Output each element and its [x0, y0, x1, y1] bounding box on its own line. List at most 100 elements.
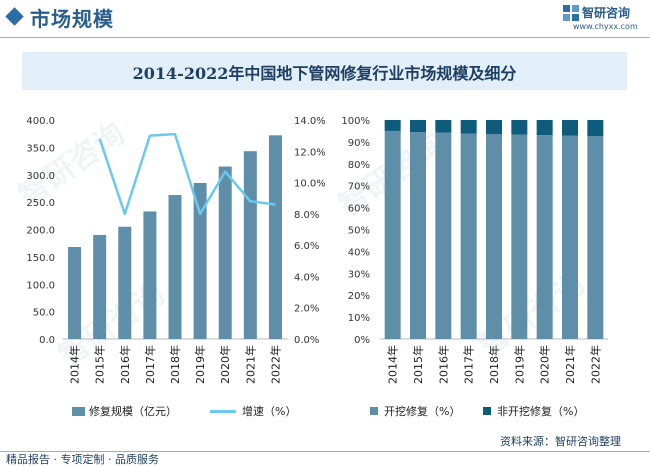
x-tick: 2022年: [588, 345, 602, 384]
bar: [118, 226, 132, 339]
x-tick: 2019年: [512, 345, 526, 384]
legend-bar: 修复规模（亿元）: [72, 403, 177, 419]
logo-url: www.chyxx.com: [573, 22, 638, 31]
y-right-tick: 4.0%: [294, 272, 319, 283]
y-right-tick: 6.0%: [294, 241, 319, 252]
y-tick: 70%: [348, 182, 370, 193]
footer-divider: [0, 451, 650, 452]
x-tick: 2020年: [218, 345, 232, 384]
bar-open-cut: [587, 136, 604, 339]
bar: [193, 182, 207, 339]
y-right-tick: 12.0%: [294, 147, 325, 158]
bar: [143, 211, 157, 339]
bar-open-cut: [562, 135, 578, 339]
x-tick: 2014年: [386, 345, 400, 384]
bar-open-cut: [486, 134, 502, 339]
chart-market-size: 0.0 50.0 100.0 150.0 200.0 250.0 300.0 350.0 400…: [26, 116, 325, 384]
y-left-tick: 150.0: [26, 253, 55, 264]
y-right-tick: 8.0%: [294, 210, 319, 221]
x-tick: 2021年: [563, 345, 577, 384]
logo-name: 智研咨询: [582, 6, 631, 20]
bar-open-cut: [460, 133, 477, 339]
bar-trenchless: [384, 120, 401, 131]
x-tick: 2019年: [193, 345, 207, 384]
growth-line: [98, 132, 276, 216]
bar: [168, 195, 182, 339]
bar-trenchless: [562, 120, 578, 136]
bar-open-cut: [410, 132, 426, 339]
y-tick: 100%: [341, 116, 370, 127]
bar-trenchless: [511, 120, 528, 135]
y-left-tick: 300.0: [26, 171, 55, 182]
diamond-icon: [5, 7, 24, 26]
bar: [68, 247, 82, 339]
y-left-tick: 200.0: [26, 226, 55, 237]
bar-trenchless: [587, 120, 604, 137]
bar-trenchless: [410, 120, 426, 133]
x-tick: 2018年: [487, 345, 501, 384]
y-left-tick: 50.0: [33, 308, 55, 319]
header-divider: [0, 37, 650, 38]
y-tick: 90%: [348, 138, 370, 149]
y-right-tick: 0.0%: [294, 335, 319, 346]
y-left-tick: 100.0: [26, 280, 55, 291]
x-tick: 2016年: [436, 345, 450, 384]
y-right-tick: 14.0%: [294, 116, 325, 127]
bar-trenchless: [435, 120, 452, 133]
x-tick: 2017年: [462, 345, 476, 384]
y-left-tick: 250.0: [26, 198, 55, 209]
bar-open-cut: [384, 130, 401, 339]
legend-swatch-line: [210, 409, 236, 413]
y-right-tick: 10.0%: [294, 179, 325, 190]
chart-title: 2014-2022年中国地下管网修复行业市场规模及细分: [132, 64, 517, 83]
x-tick: 2014年: [68, 345, 82, 384]
y-tick: 0%: [354, 335, 370, 346]
bar-open-cut: [435, 132, 452, 339]
legend-open-cut: 开挖修复（%）: [370, 403, 460, 419]
y-right-tick: 2.0%: [294, 304, 319, 315]
bar-trenchless: [460, 120, 477, 134]
legend-label: 修复规模（亿元）: [89, 405, 177, 418]
legend-label: 非开挖修复（%）: [497, 405, 585, 418]
y-tick: 60%: [348, 204, 370, 215]
y-tick: 40%: [348, 247, 370, 258]
chart-structure: 0% 10% 20% 30% 40% 50% 60% 70% 80% 90% 100% 2014年 2…: [341, 116, 608, 384]
y-left-tick: 350.0: [26, 143, 55, 154]
x-tick: 2017年: [143, 345, 157, 384]
chart-title-band: 2014-2022年中国地下管网修复行业市场规模及细分: [22, 52, 627, 90]
legend-swatch-bar: [72, 406, 85, 416]
y-tick: 50%: [348, 226, 370, 237]
y-left-tick: 400.0: [26, 116, 55, 127]
y-tick: 80%: [348, 160, 370, 171]
x-tick: 2021年: [243, 345, 257, 384]
y-tick: 10%: [348, 313, 370, 324]
brand-logo: 智研咨询 www.chyxx.com: [563, 3, 645, 33]
bar-open-cut: [511, 134, 528, 339]
x-tick: 2016年: [118, 345, 132, 384]
legend-swatch-trenchless: [483, 407, 491, 415]
legend-label: 开挖修复（%）: [384, 405, 461, 418]
y-left-tick: 0.0: [39, 335, 55, 346]
bar: [243, 151, 257, 339]
legend-label: 增速（%）: [242, 405, 297, 418]
x-tick: 2022年: [268, 345, 282, 384]
bar: [268, 135, 282, 339]
bar-open-cut: [536, 135, 553, 339]
bar: [93, 234, 107, 339]
bar-trenchless: [536, 120, 553, 136]
bar: [218, 166, 232, 339]
legend-trenchless: 非开挖修复（%）: [483, 403, 584, 419]
x-tick: 2020年: [538, 345, 552, 384]
source-note: 资料来源：智研咨询整理: [500, 435, 621, 448]
y-tick: 20%: [348, 291, 370, 302]
y-tick: 30%: [348, 269, 370, 280]
x-tick: 2015年: [93, 345, 107, 384]
x-tick: 2015年: [411, 345, 425, 384]
section-title: 市场规模: [30, 7, 114, 31]
x-tick: 2018年: [168, 345, 182, 384]
legend-swatch-open-cut: [370, 407, 378, 415]
logo-icon: [563, 5, 579, 21]
header: 市场规模 智研咨询 www.chyxx.com: [0, 0, 650, 38]
footer-tagline: 精品报告 · 专项定制 · 品质服务: [6, 453, 159, 466]
bar-trenchless: [486, 120, 502, 135]
